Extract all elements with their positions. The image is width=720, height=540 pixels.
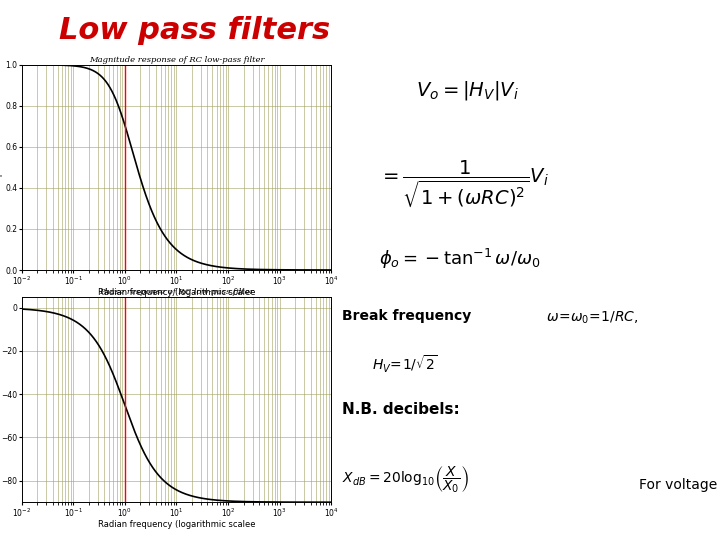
Text: Low pass filters: Low pass filters bbox=[59, 16, 330, 45]
Title: Phase response of RC low-pass filter: Phase response of RC low-pass filter bbox=[99, 288, 253, 296]
Text: N.B. decibels:: N.B. decibels: bbox=[342, 402, 460, 417]
Text: $V_o = |H_V|V_i$: $V_o = |H_V|V_i$ bbox=[416, 79, 519, 102]
Title: Magnitude response of RC low-pass filter: Magnitude response of RC low-pass filter bbox=[89, 56, 264, 64]
Text: $\phi_o = -\tan^{-1} \omega / \omega_0$: $\phi_o = -\tan^{-1} \omega / \omega_0$ bbox=[379, 247, 541, 272]
Text: $X_{dB} = 20\log_{10}\!\left(\dfrac{X}{X_0}\right)$: $X_{dB} = 20\log_{10}\!\left(\dfrac{X}{X… bbox=[342, 464, 469, 495]
Text: $= \dfrac{1}{\sqrt{1+(\omega RC)^2}} V_i$: $= \dfrac{1}{\sqrt{1+(\omega RC)^2}} V_i… bbox=[379, 159, 549, 210]
X-axis label: Radian frequency (logarithmic scalee: Radian frequency (logarithmic scalee bbox=[98, 520, 255, 529]
Text: Break frequency: Break frequency bbox=[342, 309, 476, 323]
Text: For voltage: For voltage bbox=[639, 477, 717, 491]
Text: $H_V\!=\!1/\sqrt{2}$: $H_V\!=\!1/\sqrt{2}$ bbox=[372, 354, 437, 375]
Y-axis label: Amplitude: Amplitude bbox=[0, 146, 3, 189]
X-axis label: Radian frequency (logarithmic scalee: Radian frequency (logarithmic scalee bbox=[98, 288, 255, 297]
Text: $\omega\!=\!\omega_0\!=\!1/RC,$: $\omega\!=\!\omega_0\!=\!1/RC,$ bbox=[546, 309, 639, 326]
